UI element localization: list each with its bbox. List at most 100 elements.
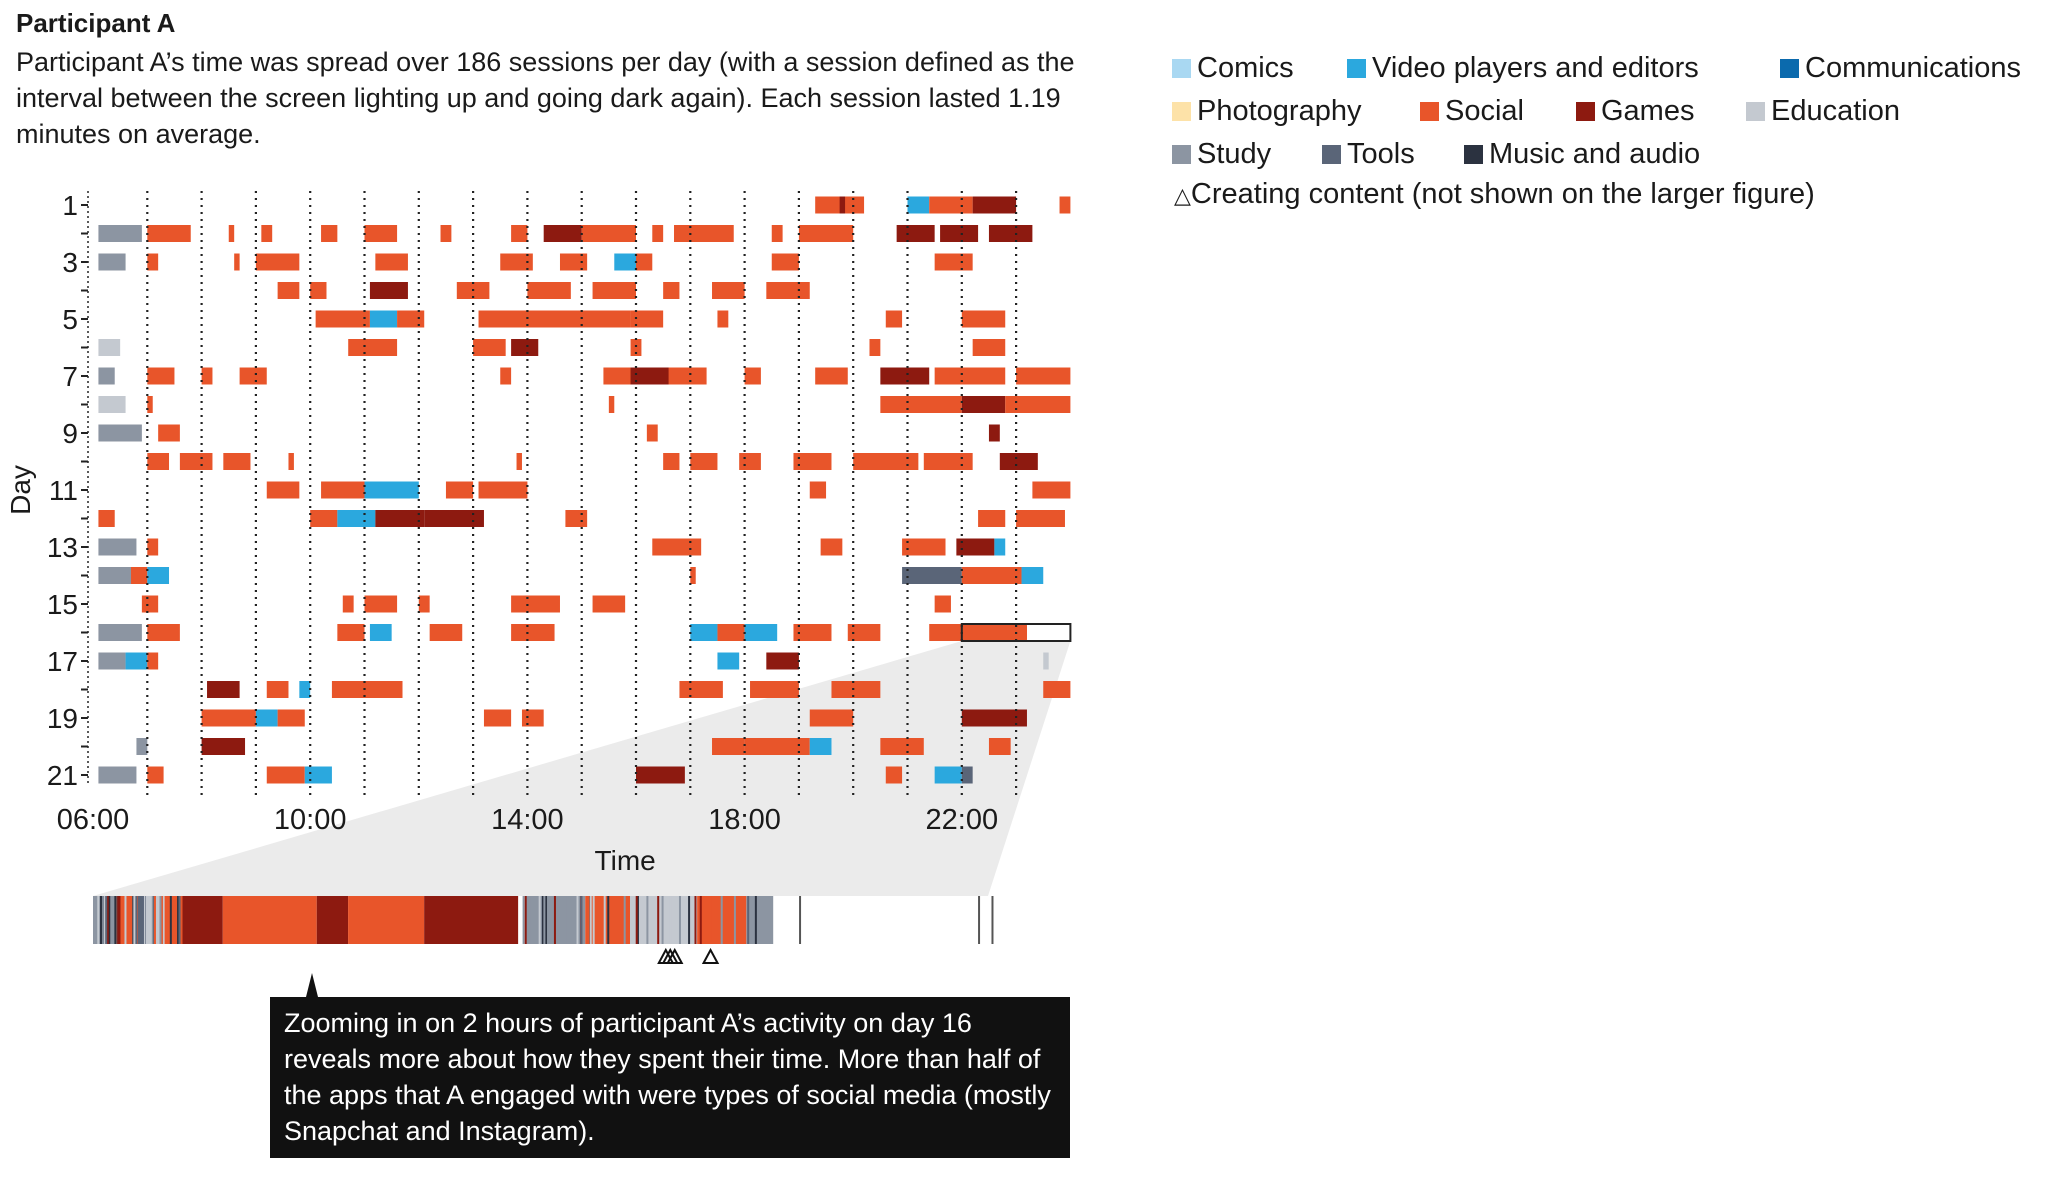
y-tick-label: 5 <box>62 304 78 335</box>
zoom-segment <box>348 896 425 944</box>
zoom-segment <box>522 896 586 944</box>
session-bar <box>1021 567 1044 584</box>
session-bar <box>147 396 153 413</box>
session-bar <box>315 310 370 328</box>
session-bar <box>98 339 121 356</box>
session-bar <box>614 253 636 271</box>
zoom-stripe <box>657 896 660 944</box>
session-bar <box>98 766 137 784</box>
session-bar <box>961 310 1006 328</box>
y-tick-label: 7 <box>62 361 78 392</box>
y-tick-label: 11 <box>49 475 78 506</box>
zoom-stripe <box>580 896 583 944</box>
session-bar <box>342 595 354 613</box>
zoom-stripe <box>646 896 649 944</box>
legend-item-communications: Communications <box>1780 50 2021 86</box>
zoom-stripe <box>589 896 592 944</box>
session-bar <box>1016 367 1071 385</box>
session-bar <box>630 367 669 385</box>
zoom-callout: Zooming in on 2 hours of participant A’s… <box>270 997 1070 1158</box>
legend-item-video-players: Video players and editors <box>1347 50 1699 86</box>
session-bar <box>793 453 832 470</box>
session-bar <box>902 538 946 556</box>
session-bar <box>478 481 528 499</box>
zoom-stripe <box>118 896 121 944</box>
zoom-stripe <box>720 896 723 944</box>
session-bar <box>201 738 246 755</box>
session-bar <box>98 624 142 641</box>
zoom-stripe <box>143 896 146 944</box>
session-bar <box>636 766 685 784</box>
session-bar <box>310 510 338 527</box>
zoom-stripe <box>105 896 108 944</box>
session-bar <box>934 766 962 784</box>
legend-swatch <box>1172 144 1191 164</box>
session-bar <box>896 225 935 242</box>
session-bar <box>375 510 425 527</box>
zoom-stripe <box>177 896 180 944</box>
legend-item-games: Games <box>1576 93 1694 129</box>
y-tick-label: 17 <box>47 646 78 677</box>
session-bar <box>445 481 474 499</box>
legend-creating-content: △Creating content (not shown on the larg… <box>1174 178 1815 210</box>
legend-item-tools: Tools <box>1322 136 1415 172</box>
session-bar <box>771 225 783 242</box>
session-bar <box>690 453 718 470</box>
session-bar <box>1005 396 1071 413</box>
session-bar <box>972 196 1017 214</box>
highlight-segment <box>961 626 1027 639</box>
session-bar <box>277 709 305 727</box>
legend-swatch <box>1464 144 1483 164</box>
session-bar <box>630 310 664 328</box>
session-bar <box>337 510 376 527</box>
zoom-stripe <box>108 896 111 944</box>
session-bar <box>266 481 300 499</box>
y-tick-label: 1 <box>62 190 78 221</box>
session-bar <box>636 253 653 271</box>
zoom-stripe <box>135 896 138 944</box>
zoom-stripe <box>528 896 531 944</box>
legend-item-study: Study <box>1172 136 1271 172</box>
session-bar <box>934 367 1006 385</box>
session-bar <box>223 453 251 470</box>
zoom-stripe <box>553 896 556 944</box>
session-bar <box>228 225 235 242</box>
session-bar <box>266 766 305 784</box>
session-bar <box>988 225 1033 242</box>
zoom-stripe <box>623 896 626 944</box>
session-bar <box>239 367 267 385</box>
session-bar <box>679 681 723 698</box>
session-bar <box>717 624 745 641</box>
creating-content-marker <box>701 947 720 964</box>
zoom-stripe <box>97 896 100 944</box>
session-bar <box>337 624 365 641</box>
session-bar <box>652 538 702 556</box>
y-tick-label: 19 <box>47 703 78 734</box>
session-bar <box>321 481 365 499</box>
session-bar <box>147 567 170 584</box>
session-bar <box>369 282 408 299</box>
zoom-stripe <box>124 896 127 944</box>
session-bar <box>907 196 930 214</box>
session-bar <box>440 225 452 242</box>
session-bar <box>375 253 408 271</box>
session-bar <box>809 709 854 727</box>
session-bar <box>147 225 191 242</box>
session-bar <box>364 225 398 242</box>
session-bar <box>1043 652 1049 670</box>
legend-swatch <box>1746 101 1765 121</box>
session-bar <box>972 339 1006 356</box>
legend-item-music-audio: Music and audio <box>1464 136 1700 172</box>
zoom-stripe <box>151 896 154 944</box>
legend-swatch <box>1172 101 1191 121</box>
session-bar <box>630 339 642 356</box>
session-bar <box>712 282 745 299</box>
session-bar <box>1043 681 1071 698</box>
y-tick-label: 9 <box>62 418 78 449</box>
zoom-stripe <box>130 896 133 944</box>
zoom-stripe <box>543 896 546 944</box>
creating-content-marker <box>666 947 684 964</box>
session-bar <box>131 567 148 584</box>
session-bar <box>98 567 132 584</box>
session-bar <box>839 196 846 214</box>
